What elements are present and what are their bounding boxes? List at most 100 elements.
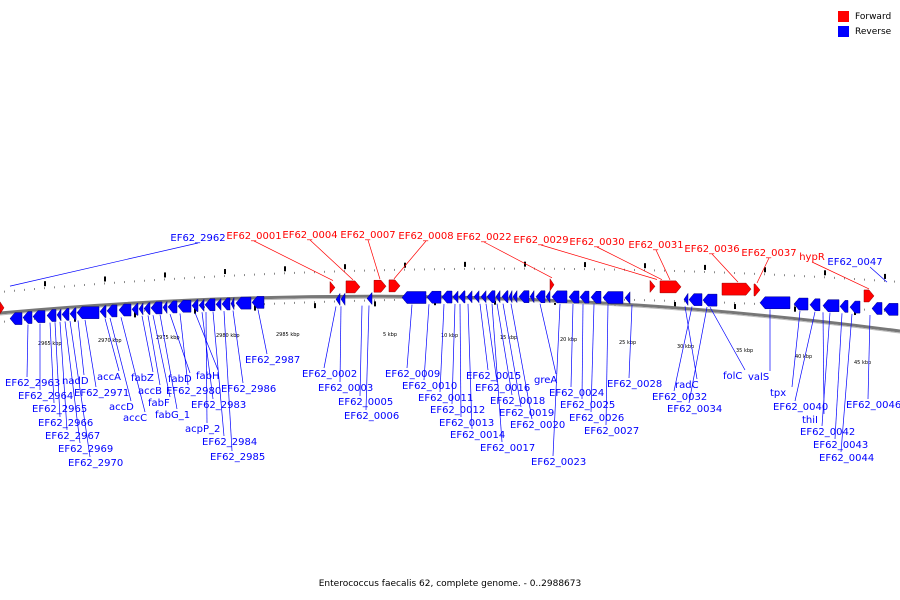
gene-label[interactable]: EF62_0020 xyxy=(510,420,565,431)
reverse-gene-feature[interactable] xyxy=(849,300,861,314)
gene-label[interactable]: EF62_0029 xyxy=(513,235,568,246)
reverse-gene-feature[interactable] xyxy=(69,307,77,321)
reverse-gene-feature[interactable] xyxy=(230,297,235,310)
reverse-gene-feature[interactable] xyxy=(138,302,144,316)
reverse-gene-feature[interactable] xyxy=(683,292,689,307)
gene-label[interactable]: EF62_0022 xyxy=(456,232,511,243)
reverse-gene-feature[interactable] xyxy=(508,290,513,303)
gene-label[interactable]: EF62_0040 xyxy=(773,402,828,413)
forward-gene-feature[interactable] xyxy=(549,277,555,292)
reverse-gene-feature[interactable] xyxy=(61,308,70,321)
gene-label[interactable]: fabZ xyxy=(131,373,154,384)
forward-gene-feature[interactable] xyxy=(329,280,336,295)
gene-label[interactable]: EF62_0025 xyxy=(560,400,615,411)
gene-label[interactable]: EF62_0004 xyxy=(282,230,337,241)
reverse-gene-feature[interactable] xyxy=(150,301,163,315)
reverse-gene-feature[interactable] xyxy=(839,300,849,313)
reverse-gene-feature[interactable] xyxy=(809,298,821,312)
gene-label[interactable]: EF62_2963 xyxy=(5,378,60,389)
gene-label[interactable]: EF62_2980 xyxy=(166,386,221,397)
gene-label[interactable]: accA xyxy=(97,372,121,383)
reverse-gene-feature[interactable] xyxy=(688,293,703,306)
gene-label[interactable]: EF62_0016 xyxy=(475,383,530,394)
gene-label[interactable]: thiI xyxy=(802,415,818,426)
reverse-gene-feature[interactable] xyxy=(486,290,496,303)
reverse-gene-feature[interactable] xyxy=(215,297,222,312)
reverse-gene-feature[interactable] xyxy=(131,303,139,316)
gene-label[interactable]: EF62_0014 xyxy=(450,430,505,441)
gene-label[interactable]: EF62_2986 xyxy=(221,384,276,395)
forward-gene-feature[interactable] xyxy=(649,279,656,294)
gene-label[interactable]: EF62_2987 xyxy=(245,355,300,366)
reverse-gene-feature[interactable] xyxy=(9,312,23,325)
reverse-gene-feature[interactable] xyxy=(535,290,546,303)
gene-label[interactable]: EF62_0015 xyxy=(466,371,521,382)
forward-gene-feature[interactable] xyxy=(0,301,5,315)
reverse-gene-feature[interactable] xyxy=(106,304,118,318)
forward-gene-feature[interactable] xyxy=(721,282,752,296)
reverse-gene-feature[interactable] xyxy=(366,291,373,306)
gene-label[interactable]: accB xyxy=(138,386,162,397)
forward-gene-feature[interactable] xyxy=(863,289,875,303)
reverse-gene-feature[interactable] xyxy=(759,296,791,310)
reverse-gene-feature[interactable] xyxy=(822,299,840,312)
gene-label[interactable]: EF62_0034 xyxy=(667,404,722,415)
reverse-gene-feature[interactable] xyxy=(579,290,590,304)
reverse-gene-feature[interactable] xyxy=(602,291,624,304)
gene-label[interactable]: EF62_0001 xyxy=(226,231,281,242)
gene-label[interactable]: EF62_0046 xyxy=(846,400,900,411)
gene-label[interactable]: fabD xyxy=(168,374,192,385)
gene-label[interactable]: accD xyxy=(109,402,134,413)
reverse-gene-feature[interactable] xyxy=(480,290,487,304)
reverse-gene-feature[interactable] xyxy=(495,289,501,304)
reverse-gene-feature[interactable] xyxy=(118,303,132,317)
gene-label[interactable]: tpx xyxy=(770,388,786,399)
gene-label[interactable]: EF62_2966 xyxy=(38,418,93,429)
gene-label[interactable]: EF62_0019 xyxy=(499,408,554,419)
reverse-gene-feature[interactable] xyxy=(167,300,178,314)
reverse-gene-feature[interactable] xyxy=(458,290,466,304)
gene-label[interactable]: EF62_0008 xyxy=(398,231,453,242)
reverse-gene-feature[interactable] xyxy=(22,311,33,324)
reverse-gene-feature[interactable] xyxy=(56,308,62,322)
reverse-gene-feature[interactable] xyxy=(46,309,57,322)
gene-label[interactable]: EF62_0013 xyxy=(439,418,494,429)
gene-label[interactable]: EF62_2967 xyxy=(45,431,100,442)
forward-gene-feature[interactable] xyxy=(345,280,361,294)
gene-label[interactable]: EF62_0002 xyxy=(302,369,357,380)
forward-gene-feature[interactable] xyxy=(659,280,682,294)
gene-label[interactable]: fabG_1 xyxy=(155,410,190,421)
reverse-gene-feature[interactable] xyxy=(545,289,551,304)
gene-label[interactable]: EF62_0003 xyxy=(318,383,373,394)
reverse-gene-feature[interactable] xyxy=(191,299,199,312)
reverse-gene-feature[interactable] xyxy=(551,290,568,304)
reverse-gene-feature[interactable] xyxy=(501,290,509,303)
reverse-gene-feature[interactable] xyxy=(99,305,107,318)
reverse-gene-feature[interactable] xyxy=(702,293,718,307)
gene-label[interactable]: EF62_2969 xyxy=(58,444,113,455)
reverse-gene-feature[interactable] xyxy=(512,289,518,304)
gene-label[interactable]: fabF xyxy=(148,398,170,409)
gene-label[interactable]: accC xyxy=(123,413,147,424)
gene-label[interactable]: EF62_0044 xyxy=(819,453,874,464)
reverse-gene-feature[interactable] xyxy=(590,291,602,304)
reverse-gene-feature[interactable] xyxy=(340,292,346,307)
gene-label[interactable]: EF62_0028 xyxy=(607,379,662,390)
gene-label[interactable]: EF62_0009 xyxy=(385,369,440,380)
reverse-gene-feature[interactable] xyxy=(883,303,899,316)
forward-gene-feature[interactable] xyxy=(753,283,761,297)
gene-label[interactable]: EF62_0010 xyxy=(402,381,457,392)
gene-label[interactable]: EF62_2964 xyxy=(18,391,73,402)
gene-label[interactable]: EF62_0017 xyxy=(480,443,535,454)
gene-label[interactable]: EF62_2984 xyxy=(202,437,257,448)
gene-label[interactable]: EF62_0030 xyxy=(569,237,624,248)
gene-label[interactable]: EF62_0012 xyxy=(430,405,485,416)
gene-label[interactable]: EF62_2962 xyxy=(170,233,225,244)
gene-label[interactable]: EF62_0005 xyxy=(338,397,393,408)
reverse-gene-feature[interactable] xyxy=(143,302,151,315)
gene-label[interactable]: EF62_0007 xyxy=(340,230,395,241)
reverse-gene-feature[interactable] xyxy=(32,310,46,323)
reverse-gene-feature[interactable] xyxy=(518,290,530,303)
reverse-gene-feature[interactable] xyxy=(441,290,453,304)
gene-label[interactable]: EF62_2971 xyxy=(74,388,129,399)
